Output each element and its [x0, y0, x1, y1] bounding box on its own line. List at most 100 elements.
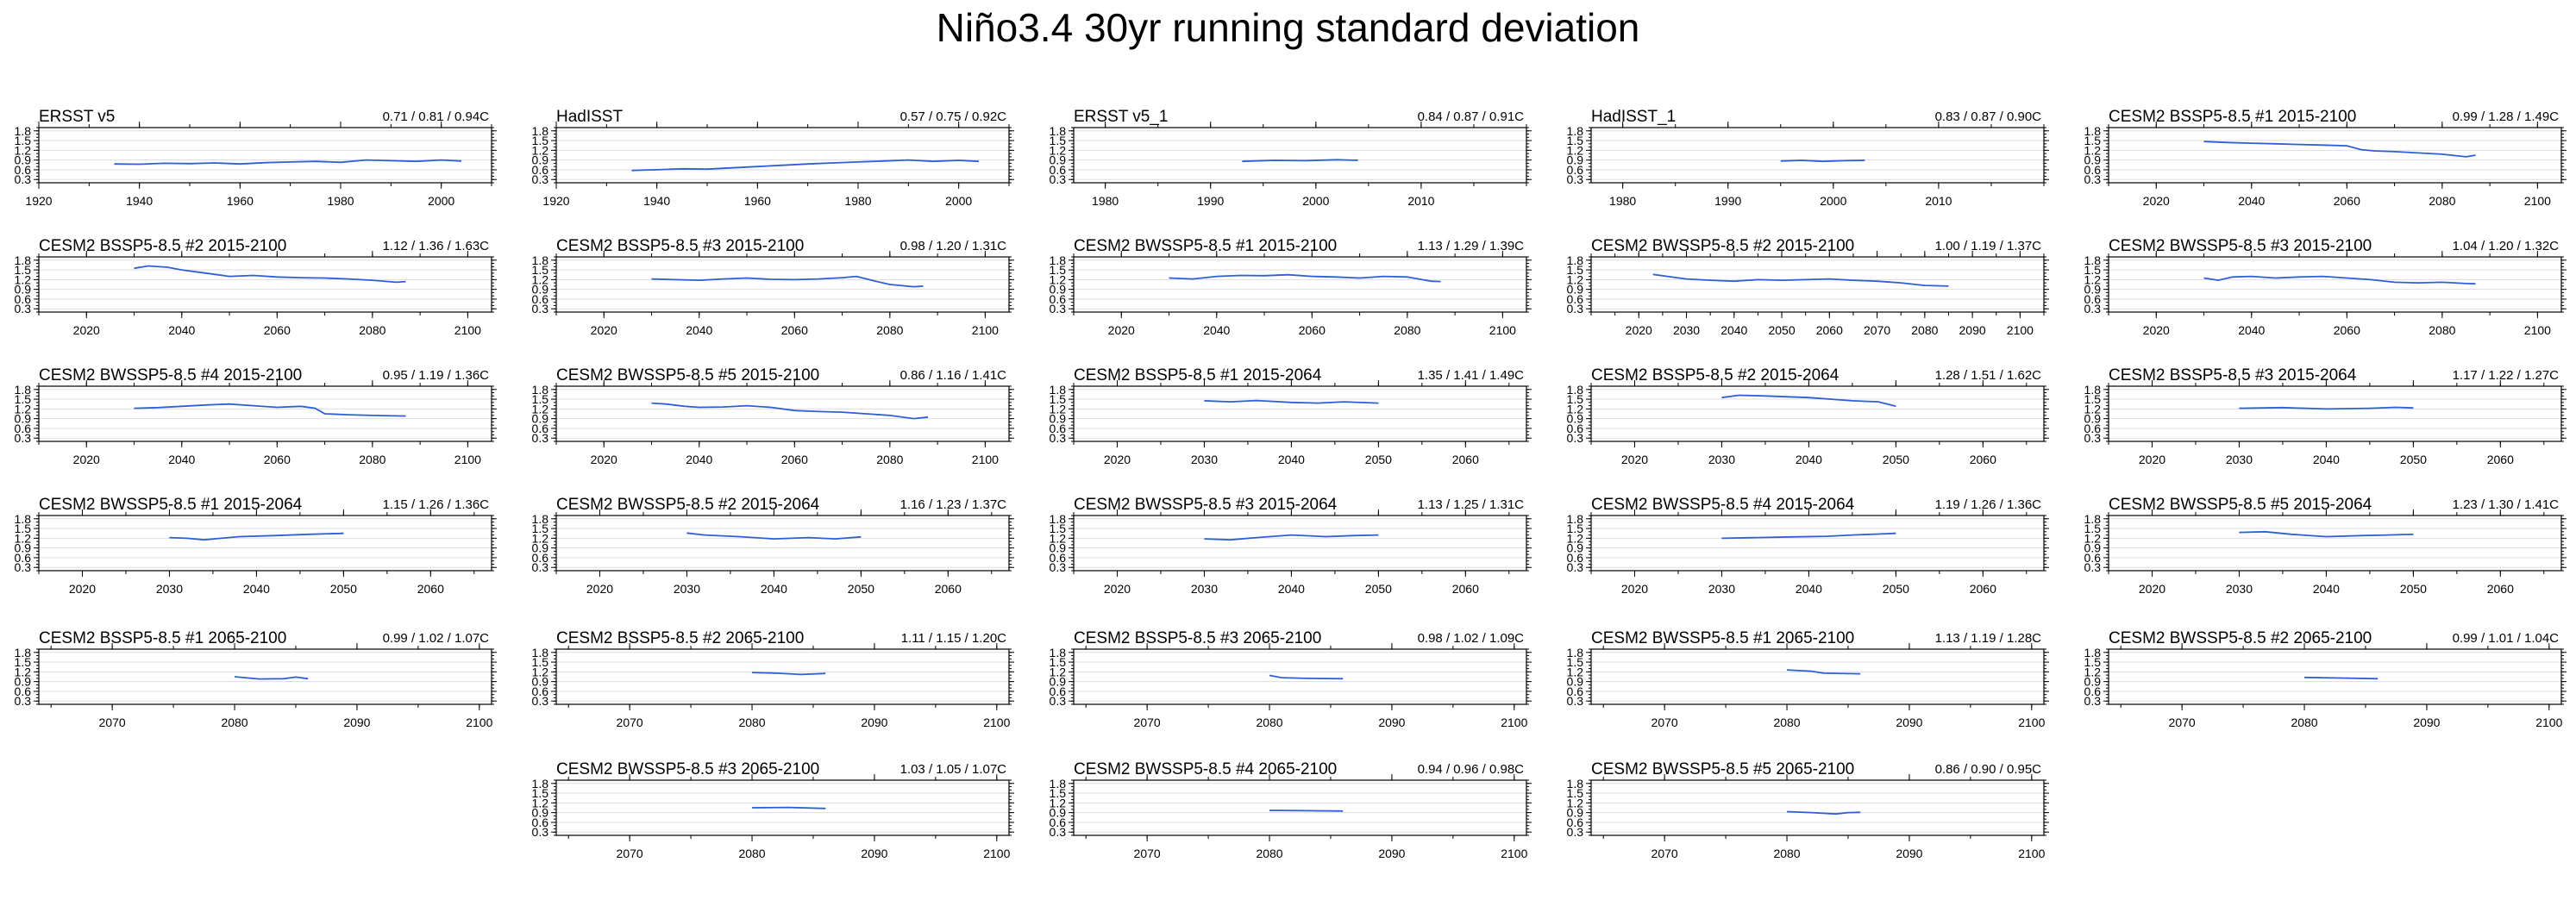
- x-tick-label: 2100: [1501, 847, 1527, 860]
- x-tick-label: 2100: [2524, 194, 2551, 208]
- y-tick-label: 0.6: [1050, 551, 1067, 565]
- panel-frame: [2108, 515, 2562, 572]
- series-line: [2203, 141, 2476, 158]
- chart-panel: CESM2 BSSP5-8.5 #3 2015-2064 1.17 / 1.22 …: [2084, 366, 2567, 466]
- x-tick-label: 2050: [330, 582, 357, 596]
- x-tick-label: 1920: [25, 194, 52, 208]
- x-tick-label: 2040: [168, 453, 195, 466]
- y-tick-label: 1.2: [532, 272, 549, 286]
- x-tick-label: 2100: [983, 716, 1010, 729]
- x-tick-label: 2090: [861, 716, 887, 729]
- x-tick-label: 2090: [1896, 847, 1922, 860]
- y-tick-label: 1.5: [532, 263, 549, 277]
- y-tick-label: 1.8: [532, 383, 549, 397]
- panel-frame: [1590, 385, 2045, 442]
- x-tick-label: 2080: [2291, 716, 2317, 729]
- y-tick-label: 1.5: [1050, 134, 1067, 147]
- y-tick-label: 0.9: [15, 541, 32, 555]
- x-tick-label: 2060: [1299, 323, 1326, 337]
- y-tick-label: 0.9: [1050, 806, 1067, 820]
- y-tick-label: 1.2: [15, 665, 32, 678]
- y-tick-label: 1.8: [1567, 124, 1584, 138]
- y-tick-label: 0.9: [1567, 153, 1584, 167]
- y-tick-label: 0.3: [2084, 560, 2102, 574]
- x-tick-label: 2100: [2535, 716, 2562, 729]
- y-tick-label: 0.6: [532, 684, 549, 698]
- x-tick-label: 1960: [227, 194, 254, 208]
- x-tick-label: 2090: [1896, 716, 1922, 729]
- panel-frame: [555, 779, 1010, 836]
- x-tick-label: 2070: [1864, 323, 1890, 337]
- y-tick-label: 1.8: [2084, 512, 2102, 526]
- x-tick-label: 2080: [359, 323, 385, 337]
- chart-panel: CESM2 BSSP5-8.5 #3 2065-2100 0.98 / 1.02 …: [1050, 629, 1532, 729]
- x-tick-label: 2080: [738, 716, 765, 729]
- x-tick-label: 2050: [1365, 582, 1392, 596]
- y-tick-label: 1.8: [2084, 124, 2102, 138]
- y-tick-label: 1.5: [1567, 134, 1584, 147]
- y-tick-label: 0.9: [15, 412, 32, 426]
- y-tick-label: 1.8: [15, 646, 32, 659]
- y-tick-label: 1.8: [532, 646, 549, 659]
- y-tick-label: 0.6: [2084, 422, 2102, 435]
- series-line: [1269, 809, 1344, 812]
- x-tick-label: 2080: [1911, 323, 1938, 337]
- y-tick-label: 0.6: [532, 551, 549, 565]
- y-tick-label: 1.8: [1050, 383, 1067, 397]
- y-tick-label: 1.8: [2084, 383, 2102, 397]
- series-line: [134, 265, 406, 284]
- panel-stats: 1.19 / 1.26 / 1.36C: [1935, 497, 2042, 512]
- panel-stats: 1.13 / 1.25 / 1.31C: [1418, 497, 1525, 512]
- panel-stats: 0.94 / 0.96 / 0.98C: [1418, 762, 1525, 777]
- x-tick-label: 2100: [1501, 716, 1527, 729]
- series-line: [114, 159, 462, 166]
- panel-title: CESM2 BWSSP5-8.5 #5 2015-2064: [2109, 496, 2372, 514]
- series-line: [2239, 530, 2414, 538]
- y-tick-label: 1.2: [1050, 796, 1067, 809]
- y-tick-label: 0.9: [2084, 412, 2102, 426]
- y-tick-label: 0.6: [532, 422, 549, 435]
- panel-frame: [555, 127, 1010, 184]
- series-line: [1786, 669, 1861, 675]
- y-tick-label: 0.3: [532, 694, 549, 708]
- y-tick-label: 0.6: [15, 163, 32, 177]
- y-tick-label: 0.3: [532, 431, 549, 445]
- series-line: [1721, 394, 1896, 408]
- panel-stats: 1.17 / 1.22 / 1.27C: [2453, 368, 2560, 383]
- x-tick-label: 2020: [1104, 453, 1131, 466]
- panel-frame: [1073, 127, 1527, 184]
- x-tick-label: 1990: [1197, 194, 1224, 208]
- y-tick-label: 1.8: [2084, 646, 2102, 659]
- series-line: [1242, 159, 1358, 163]
- x-tick-label: 2060: [2487, 582, 2514, 596]
- x-tick-label: 2030: [674, 582, 700, 596]
- y-tick-label: 0.6: [2084, 163, 2102, 177]
- y-tick-label: 1.5: [532, 134, 549, 147]
- y-tick-label: 1.2: [1050, 665, 1067, 678]
- y-tick-label: 0.3: [532, 825, 549, 839]
- y-tick-label: 1.8: [15, 124, 32, 138]
- chart-panel: CESM2 BWSSP5-8.5 #1 2065-2100 1.13 / 1.19…: [1567, 629, 2049, 729]
- panel-frame: [38, 127, 492, 184]
- panel-stats: 0.83 / 0.87 / 0.90C: [1935, 109, 2042, 124]
- chart-panel: CESM2 BWSSP5-8.5 #4 2015-2064 1.19 / 1.26…: [1567, 496, 2049, 596]
- y-tick-label: 1.2: [15, 143, 32, 157]
- panel-title: CESM2 BWSSP5-8.5 #3 2015-2064: [1074, 496, 1338, 514]
- series-line: [751, 672, 826, 676]
- x-tick-label: 2020: [591, 453, 617, 466]
- y-tick-label: 0.6: [1567, 422, 1584, 435]
- x-tick-label: 2040: [2238, 323, 2265, 337]
- panel-frame: [1073, 779, 1527, 836]
- x-tick-label: 2070: [617, 847, 643, 860]
- x-tick-label: 2100: [972, 453, 999, 466]
- x-tick-label: 2020: [1626, 323, 1652, 337]
- y-tick-label: 0.6: [1567, 163, 1584, 177]
- x-tick-label: 2040: [2313, 453, 2340, 466]
- panel-frame: [38, 385, 492, 442]
- y-tick-label: 1.8: [1567, 383, 1584, 397]
- x-tick-label: 1990: [1714, 194, 1741, 208]
- chart-panel: CESM2 BWSSP5-8.5 #2 2065-2100 0.99 / 1.01…: [2084, 629, 2567, 729]
- x-tick-label: 2060: [264, 323, 291, 337]
- series-line: [651, 402, 929, 420]
- y-tick-label: 0.9: [1050, 153, 1067, 167]
